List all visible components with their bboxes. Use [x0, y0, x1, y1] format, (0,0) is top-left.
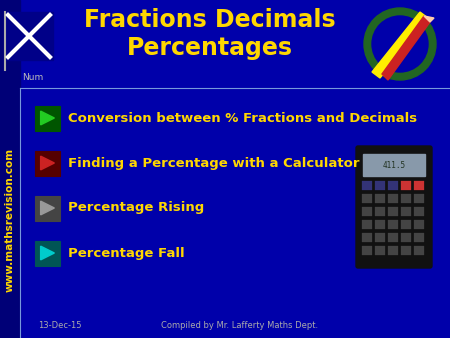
- Text: Percentage Fall: Percentage Fall: [68, 246, 184, 260]
- Polygon shape: [424, 16, 434, 22]
- Bar: [401, 233, 411, 242]
- Bar: [0, 0, 20, 338]
- FancyBboxPatch shape: [356, 146, 432, 268]
- Bar: [363, 154, 425, 176]
- Polygon shape: [40, 111, 54, 125]
- Text: Conversion between % Fractions and Decimals: Conversion between % Fractions and Decim…: [68, 112, 417, 124]
- Bar: [375, 220, 385, 229]
- Circle shape: [372, 16, 428, 72]
- Bar: [35, 106, 60, 131]
- Bar: [414, 233, 424, 242]
- Bar: [375, 207, 385, 216]
- Bar: [401, 194, 411, 203]
- Polygon shape: [372, 12, 428, 78]
- Text: Compiled by Mr. Lafferty Maths Dept.: Compiled by Mr. Lafferty Maths Dept.: [162, 321, 319, 330]
- Bar: [362, 181, 372, 190]
- Text: Finding a Percentage with a Calculator: Finding a Percentage with a Calculator: [68, 156, 360, 169]
- Polygon shape: [40, 156, 54, 170]
- Bar: [375, 181, 385, 190]
- Bar: [35, 151, 60, 176]
- Bar: [414, 194, 424, 203]
- Bar: [5, 12, 53, 60]
- Circle shape: [364, 8, 436, 80]
- Bar: [388, 207, 398, 216]
- Bar: [401, 207, 411, 216]
- Bar: [375, 246, 385, 255]
- Bar: [362, 220, 372, 229]
- Text: www.mathsrevision.com: www.mathsrevision.com: [5, 148, 15, 292]
- Bar: [401, 246, 411, 255]
- Bar: [401, 181, 411, 190]
- Bar: [362, 246, 372, 255]
- Bar: [362, 233, 372, 242]
- Text: Num: Num: [22, 73, 43, 82]
- Bar: [35, 241, 60, 266]
- Bar: [375, 233, 385, 242]
- Bar: [414, 181, 424, 190]
- Bar: [375, 194, 385, 203]
- Bar: [388, 246, 398, 255]
- Bar: [35, 196, 60, 221]
- Text: Fractions Decimals
Percentages: Fractions Decimals Percentages: [84, 8, 336, 60]
- Text: Percentage Rising: Percentage Rising: [68, 201, 204, 215]
- Text: 411.5: 411.5: [382, 161, 405, 169]
- Polygon shape: [40, 246, 54, 260]
- Bar: [388, 181, 398, 190]
- Bar: [414, 207, 424, 216]
- Text: 13-Dec-15: 13-Dec-15: [38, 321, 81, 330]
- Bar: [414, 246, 424, 255]
- Bar: [414, 220, 424, 229]
- Bar: [388, 194, 398, 203]
- Bar: [388, 220, 398, 229]
- Polygon shape: [40, 201, 54, 215]
- Bar: [401, 220, 411, 229]
- Bar: [362, 207, 372, 216]
- Bar: [388, 233, 398, 242]
- Polygon shape: [382, 16, 430, 80]
- Bar: [362, 194, 372, 203]
